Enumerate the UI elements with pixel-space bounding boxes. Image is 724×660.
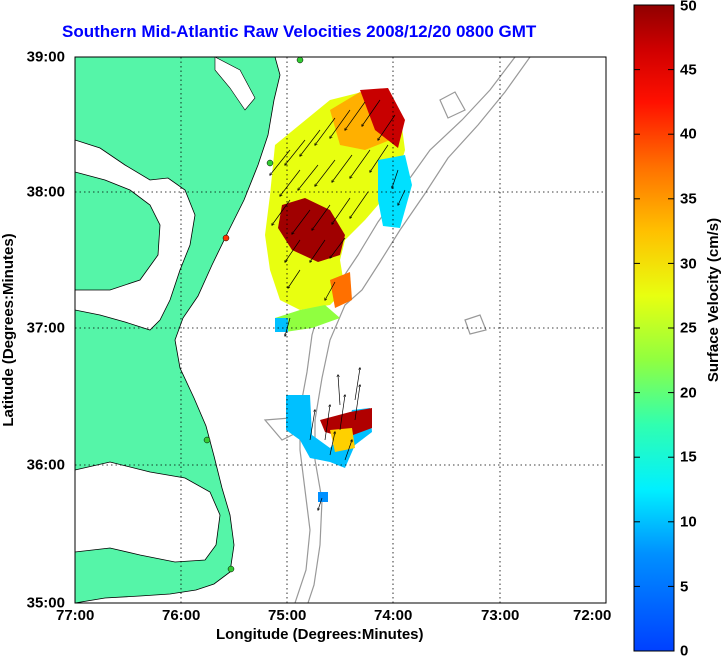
colorbar-tick: 10	[680, 513, 697, 531]
x-tick: 74:00	[374, 607, 413, 624]
y-axis-label: Latitude (Degrees:Minutes)	[0, 233, 17, 426]
colorbar-tick: 15	[680, 448, 697, 466]
colorbar-tick: 50	[680, 0, 697, 15]
y-tick: 37:00	[26, 319, 65, 337]
pamlico-sound	[75, 461, 221, 563]
colorbar-tick: 25	[680, 319, 697, 337]
x-tick: 73:00	[481, 607, 520, 624]
x-tick: 75:00	[268, 607, 307, 624]
colorbar-tick: 5	[680, 578, 689, 596]
x-tick: 76:00	[162, 607, 201, 624]
radar-stations	[203, 57, 304, 573]
velocity-arrows	[270, 99, 406, 510]
colorbar-tick: 40	[680, 125, 697, 143]
delaware-bay	[214, 57, 256, 111]
x-axis-label: Longitude (Degrees:Minutes)	[216, 626, 424, 643]
colorbar-tick: 0	[680, 642, 689, 660]
colorbar-tick: 45	[680, 61, 697, 79]
colorbar-ticks-marks	[634, 69, 674, 587]
velocity-field-north	[265, 88, 412, 332]
colorbar	[633, 4, 675, 652]
colorbar-tick: 35	[680, 190, 697, 208]
map-title: Southern Mid-Atlantic Raw Velocities 200…	[62, 22, 537, 41]
x-tick: 72:00	[573, 607, 612, 624]
velocity-field-south	[286, 395, 372, 502]
colorbar-label: Surface Velocity (cm/s)	[705, 218, 722, 382]
y-tick: 35:00	[26, 594, 65, 612]
y-tick: 36:00	[26, 456, 65, 474]
y-tick: 39:00	[26, 48, 65, 66]
plot-frame	[74, 56, 607, 604]
x-tick: 77:00	[56, 607, 95, 624]
chesapeake-bay	[75, 139, 196, 331]
grid-lines	[75, 57, 606, 603]
colorbar-tick: 20	[680, 384, 697, 402]
y-tick: 38:00	[26, 183, 65, 201]
colorbar-tick: 30	[680, 255, 697, 273]
